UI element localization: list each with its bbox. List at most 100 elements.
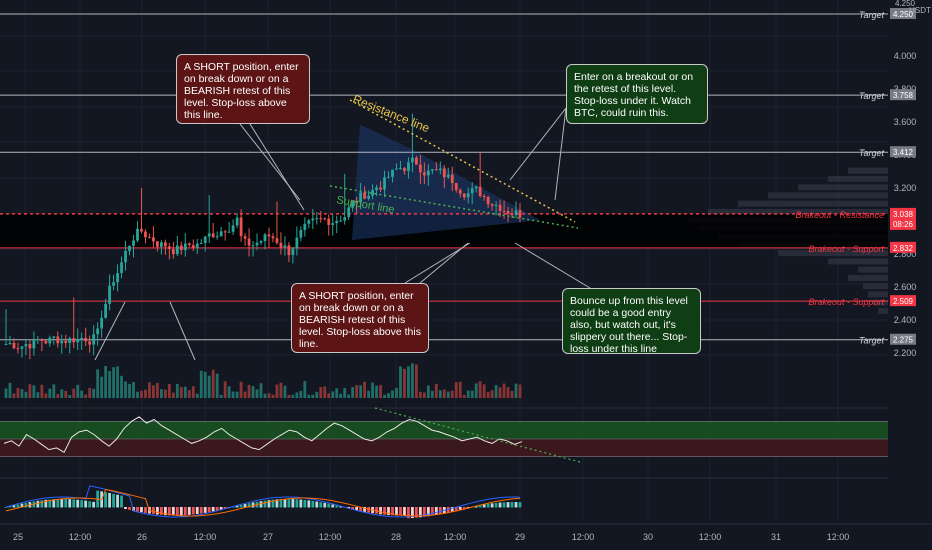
candle-body — [371, 189, 374, 196]
macd-histogram-bar — [36, 500, 40, 508]
volume-bar — [124, 381, 127, 398]
macd-histogram-bar — [275, 499, 279, 508]
macd-pane: 0.0000.100 — [0, 477, 932, 519]
macd-histogram-bar — [502, 502, 506, 508]
macd-histogram-bar — [311, 500, 315, 508]
candle-body — [426, 170, 430, 176]
macd-histogram-bar — [263, 500, 267, 508]
candle-body — [163, 242, 167, 247]
volume-bar — [4, 388, 8, 398]
macd-histogram-bar — [247, 503, 251, 508]
macd-histogram-bar — [44, 499, 48, 508]
candle-body — [514, 210, 518, 216]
triangle-shade — [352, 124, 540, 240]
level-price-tag — [890, 295, 916, 307]
volume-bar — [490, 390, 494, 398]
volume-bar — [271, 394, 275, 398]
volume-bar — [415, 364, 418, 398]
candle-body — [219, 231, 223, 237]
macd-histogram-bar — [458, 507, 462, 510]
candle-body — [299, 230, 303, 238]
volume-bar — [343, 388, 347, 398]
candle-body — [478, 186, 482, 196]
note-short-bottom-text: A SHORT position, enter on break down or… — [299, 290, 421, 350]
note-breakout[interactable]: Enter on a breakout or on the retest of … — [566, 64, 708, 124]
macd-histogram-bar — [510, 502, 514, 508]
volume-bar — [167, 383, 171, 398]
volume-bar — [132, 381, 135, 398]
macd-histogram-bar — [211, 507, 215, 512]
candle-body — [4, 343, 8, 345]
volume-bars: 1M — [4, 363, 906, 398]
macd-histogram-bar — [191, 507, 195, 515]
candle-body — [171, 248, 175, 255]
volume-bar — [68, 394, 72, 398]
candle-body — [207, 233, 211, 237]
volume-bar — [323, 386, 327, 398]
candle-body — [363, 192, 367, 199]
macd-histogram-bar — [403, 507, 406, 516]
macd-histogram-bar — [195, 507, 199, 515]
volume-bar — [462, 394, 466, 398]
time-tick-label: 12:00 — [572, 532, 595, 542]
candle-body — [375, 187, 378, 190]
macd-histogram-bar — [462, 507, 466, 509]
candle-body — [56, 336, 60, 344]
time-tick-label: 27 — [263, 532, 273, 542]
candle-body — [263, 234, 267, 242]
note-bounce[interactable]: Bounce up from this level could be a goo… — [562, 288, 701, 355]
candle-body — [446, 174, 450, 178]
volume-bar — [474, 383, 478, 398]
candle-body — [351, 200, 355, 208]
volume-bar — [88, 388, 92, 398]
volume-bar — [442, 389, 446, 398]
macd-histogram-bar — [12, 505, 16, 508]
volume-bar — [506, 387, 510, 398]
candle-body — [156, 241, 159, 247]
macd-histogram-bar — [411, 507, 414, 519]
volume-bar — [231, 391, 235, 398]
macd-histogram-bar — [239, 504, 243, 508]
volume-bar — [84, 394, 88, 398]
volume-bar — [243, 391, 247, 398]
rsi-trendline — [374, 407, 581, 463]
volume-bar — [434, 383, 438, 398]
candle-body — [159, 242, 163, 247]
candle-body — [211, 233, 215, 238]
candle-body — [108, 285, 111, 304]
callout-lines — [94, 107, 591, 361]
rsi-pane: 25.0050.0075.00 — [0, 407, 932, 467]
volume-bar — [156, 382, 159, 398]
macd-histogram-bar — [482, 504, 486, 508]
candle-body — [243, 236, 247, 239]
macd-histogram-bar — [152, 507, 155, 515]
macd-histogram-bar — [219, 507, 223, 510]
time-tick-label: 31 — [771, 532, 781, 542]
macd-histogram-bar — [450, 507, 454, 512]
candle-body — [148, 237, 151, 239]
profile-bar — [848, 274, 888, 281]
macd-histogram-bar — [490, 503, 494, 508]
rsi-upper-zone — [0, 421, 888, 439]
macd-histogram-bar — [291, 499, 295, 508]
volume-bar — [510, 390, 514, 398]
macd-histogram-bar — [259, 501, 263, 508]
volume-bar — [159, 389, 163, 398]
candle-body — [283, 245, 287, 248]
level-price-tag-text: 3.758 — [893, 91, 914, 100]
volume-bar — [411, 363, 414, 398]
macd-histogram-bar — [407, 507, 410, 519]
macd-histogram-bar — [8, 506, 12, 508]
time-axis: 25 12:00 26 12:00 27 12:00 28 12:00 29 12:00 30 12:… — [0, 523, 932, 542]
level-price-tag — [890, 89, 916, 101]
macd-histogram-bar — [355, 507, 359, 511]
volume-bar — [339, 393, 343, 398]
volume-bar — [215, 373, 219, 398]
level-price-tag-text: 2.509 — [893, 297, 914, 306]
note-short-bottom[interactable]: A SHORT position, enter on break down or… — [291, 283, 429, 353]
volume-bar — [179, 386, 183, 398]
macd-histogram-bar — [307, 500, 311, 508]
macd-histogram-bar — [159, 507, 163, 515]
note-short-top[interactable]: A SHORT position, enter on break down or… — [176, 54, 310, 124]
